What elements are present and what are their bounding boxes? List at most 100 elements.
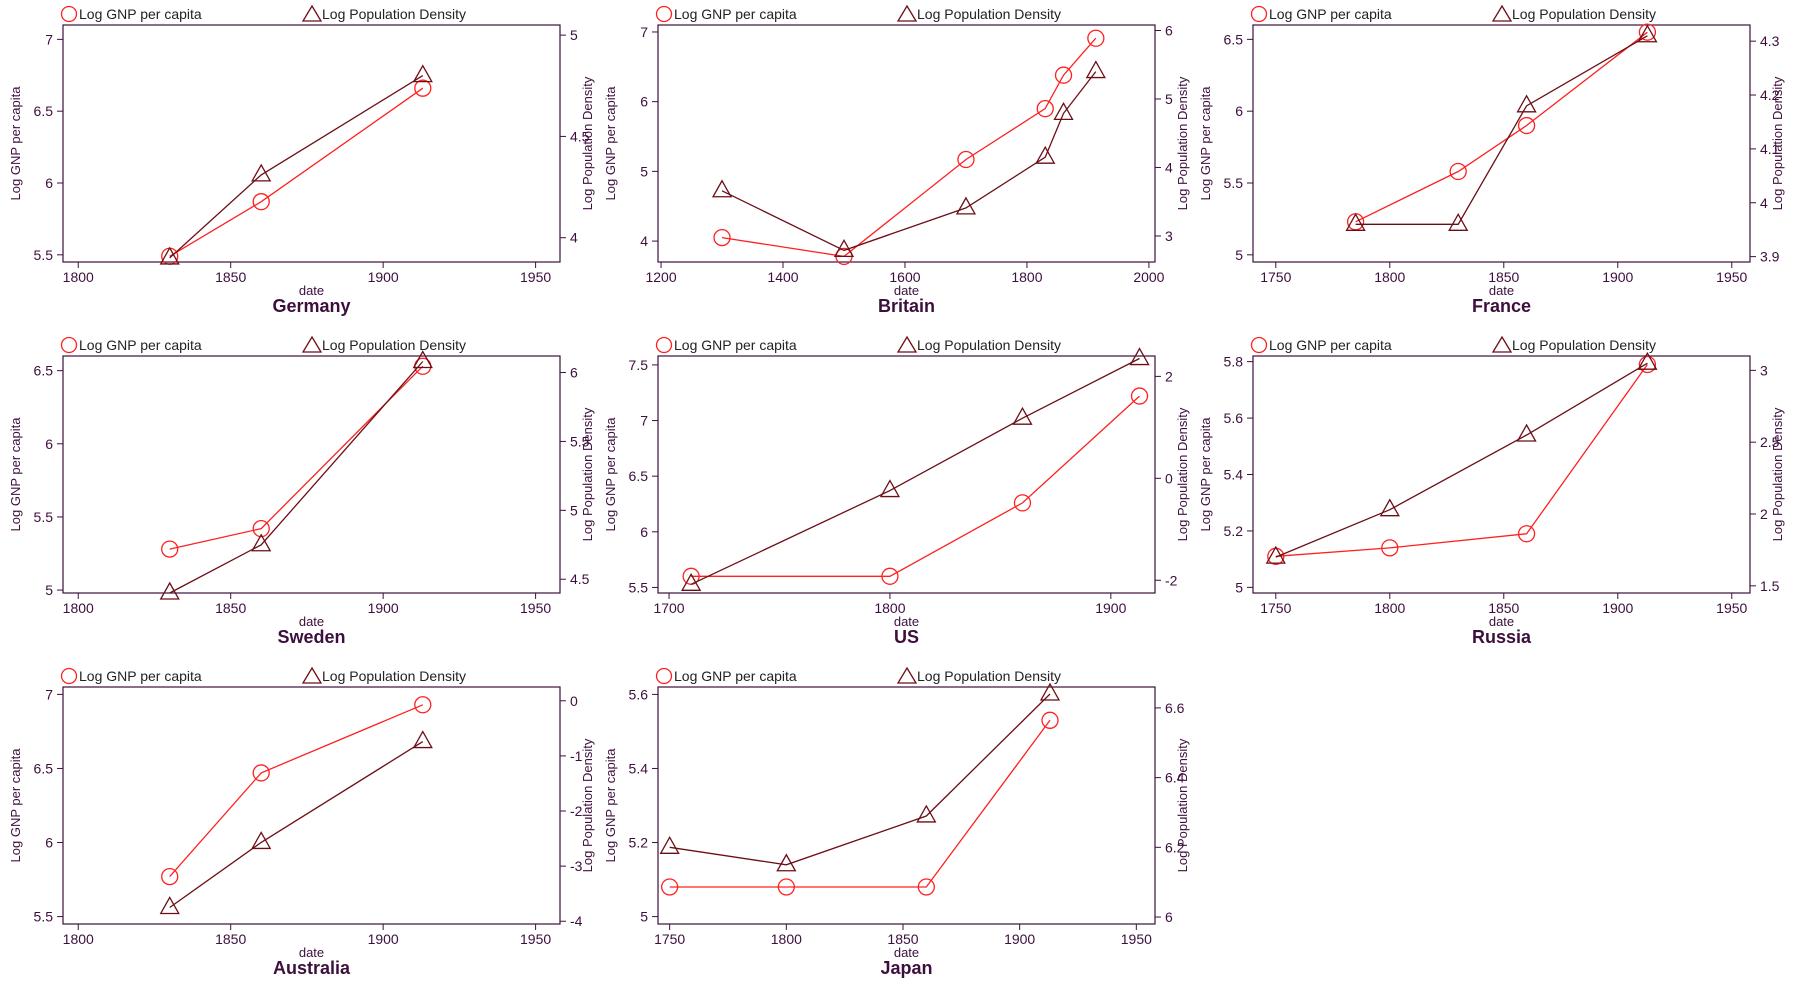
y-right-tick-label: 2 (1165, 368, 1173, 384)
y-left-tick-label: 5.4 (629, 760, 649, 776)
chart-svg-germany: Log GNP per capita Log Population Density… (8, 4, 595, 316)
y-left-tick-label: 6 (45, 175, 53, 191)
y-left-tick-label: 5 (45, 582, 53, 598)
x-axis-title: date (894, 945, 919, 960)
data-point-gnp (777, 878, 795, 896)
legend-label-density: Log Population Density (917, 668, 1061, 684)
y-left-axis-title: Log GNP per capita (8, 417, 23, 532)
series-line-density (169, 741, 424, 909)
data-point-gnp (917, 878, 935, 896)
legend-label-gnp: Log GNP per capita (1269, 6, 1392, 22)
legend-marker-density (896, 335, 918, 353)
data-point-gnp (1638, 23, 1657, 41)
x-tick-label: 1850 (215, 931, 246, 947)
legend-label-gnp: Log GNP per capita (674, 668, 797, 684)
y-right-tick-label: -2 (1165, 572, 1178, 588)
y-right-tick-label: 2.5 (1760, 434, 1780, 450)
y-right-axis-title: Log Population Density (580, 738, 595, 872)
y-right-axis-title: Log Population Density (580, 407, 595, 541)
y-left-tick-label: 7.5 (629, 357, 649, 373)
data-point-gnp (1013, 494, 1032, 512)
y-right-tick-label: 3 (1760, 362, 1768, 378)
data-point-gnp (252, 193, 270, 211)
y-right-tick-label: 4.3 (1760, 33, 1780, 49)
chart-panel-germany: Log GNP per capita Log Population Density… (0, 0, 595, 330)
plot-frame (1252, 355, 1751, 594)
legend-marker-gnp (655, 5, 673, 23)
y-left-axis-title: Log GNP per capita (603, 748, 618, 863)
y-left-tick-label: 4 (640, 233, 648, 249)
chart-title: Britain (878, 296, 935, 316)
legend-label-density: Log Population Density (1512, 337, 1656, 353)
x-axis-title: date (1489, 283, 1514, 298)
chart-panel-australia: Log GNP per capita Log Population Density… (0, 662, 595, 992)
x-axis-title: date (894, 614, 919, 629)
data-point-gnp (1517, 116, 1536, 135)
legend-label-density: Log Population Density (1512, 6, 1656, 22)
legend-marker-gnp (60, 5, 78, 23)
y-right-tick-label: 6 (1165, 22, 1173, 38)
x-tick-label: 1900 (368, 600, 399, 616)
data-point-gnp (1054, 66, 1073, 84)
series-line-gnp (1275, 364, 1648, 557)
legend-label-gnp: Log GNP per capita (674, 337, 797, 353)
legend: Log GNP per capita Log Population Density (655, 4, 1061, 23)
x-tick-label: 1950 (1716, 269, 1747, 285)
y-right-tick-label: -1 (570, 748, 583, 764)
data-point-gnp (252, 764, 270, 782)
y-right-tick-label: -4 (570, 913, 583, 929)
series-line-gnp (169, 365, 424, 550)
y-right-axis-title: Log Population Density (1175, 407, 1190, 541)
y-left-tick-label: 5 (640, 909, 648, 925)
series-line-density (1355, 35, 1648, 225)
legend-marker-gnp (655, 336, 673, 354)
y-left-tick-label: 6 (1235, 103, 1243, 119)
y-right-tick-label: -2 (570, 803, 583, 819)
y-left-tick-label: 7 (640, 24, 648, 40)
x-tick-label: 1850 (1488, 600, 1519, 616)
chart-svg-japan: Log GNP per capita Log Population Density… (603, 666, 1190, 978)
y-left-tick-label: 5 (640, 163, 648, 179)
data-point-gnp (414, 79, 432, 97)
chart-title: Sweden (277, 627, 345, 647)
data-point-density (659, 835, 680, 854)
data-point-gnp (1381, 539, 1399, 557)
data-point-density (1265, 545, 1286, 564)
chart-svg-russia: Log GNP per capita Log Population Density… (1198, 335, 1785, 647)
data-point-gnp (161, 540, 179, 558)
y-right-tick-label: 4 (570, 230, 578, 246)
data-point-gnp (661, 878, 679, 896)
data-point-density (833, 239, 855, 258)
chart-title: Japan (880, 958, 932, 978)
y-left-tick-label: 5 (1235, 247, 1243, 263)
x-tick-label: 2000 (1133, 269, 1164, 285)
data-point-density (412, 64, 433, 83)
data-point-density (1516, 423, 1537, 442)
legend-marker-density (896, 4, 918, 22)
chart-svg-us: Log GNP per capita Log Population Density… (603, 335, 1190, 647)
data-point-density (1637, 351, 1658, 370)
series-line-gnp (691, 395, 1140, 577)
y-right-axis-title: Log Population Density (1175, 738, 1190, 872)
legend-marker-density (301, 335, 323, 353)
x-tick-label: 1750 (654, 931, 685, 947)
y-right-tick-label: 6.4 (1165, 770, 1185, 786)
legend-label-density: Log Population Density (322, 668, 466, 684)
y-left-tick-label: 6 (45, 436, 53, 452)
x-tick-label: 1400 (767, 269, 798, 285)
y-right-tick-label: 2 (1760, 506, 1768, 522)
series-line-density (690, 357, 1140, 585)
series-line-density (669, 693, 1051, 866)
y-right-axis-title: Log Population Density (580, 76, 595, 210)
y-right-tick-label: 3.9 (1760, 249, 1780, 265)
legend-marker-gnp (655, 667, 673, 685)
x-tick-label: 1950 (1121, 931, 1152, 947)
y-left-tick-label: 5.5 (34, 509, 54, 525)
legend-label-density: Log Population Density (322, 6, 466, 22)
data-point-gnp (1087, 29, 1105, 47)
data-point-gnp (1036, 99, 1054, 118)
y-right-tick-label: 4.5 (570, 128, 590, 144)
y-left-tick-label: 5.5 (34, 247, 54, 263)
x-tick-label: 1950 (520, 269, 551, 285)
